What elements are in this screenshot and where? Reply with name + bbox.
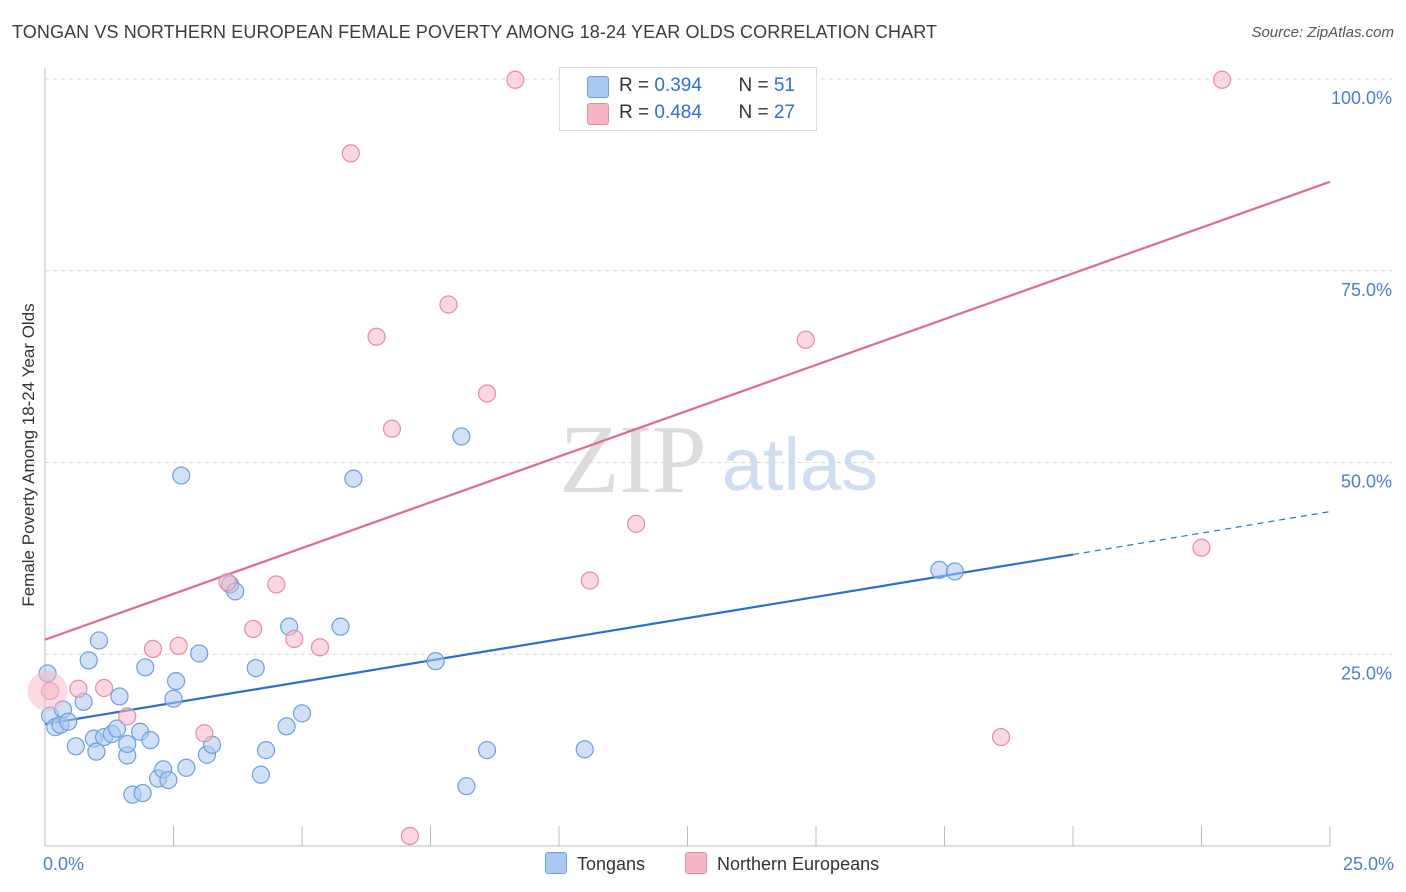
tongan-point xyxy=(136,658,155,677)
x-tick-label: 0.0% xyxy=(43,854,84,874)
tongan-point xyxy=(452,427,471,446)
chart-title: TONGAN VS NORTHERN EUROPEAN FEMALE POVER… xyxy=(12,22,938,42)
northern-european-point xyxy=(580,571,599,590)
tongan-point xyxy=(190,644,209,663)
northern-european-point xyxy=(95,678,114,698)
northern-european-point xyxy=(143,639,163,658)
northern-european-point xyxy=(1212,70,1232,89)
northern-european-point xyxy=(341,144,360,163)
tongan-point xyxy=(344,469,363,488)
northern-european-point xyxy=(626,514,646,533)
northern-european-point xyxy=(69,679,88,698)
tongan-point xyxy=(251,765,270,784)
tongan-point xyxy=(133,783,152,803)
source-label: Source: ZipAtlas.com xyxy=(1251,24,1394,41)
bottom-legend-label-northern-europeans: Northern Europeans xyxy=(717,854,880,874)
tongan-point xyxy=(457,777,476,796)
northern-european-point xyxy=(1192,538,1211,557)
northern-european-point xyxy=(218,573,237,592)
northern-european-point xyxy=(285,629,304,649)
tongan-point xyxy=(66,737,85,756)
bottom-legend-label-tongans: Tongans xyxy=(577,854,646,874)
watermark: ZIP atlas xyxy=(560,406,879,514)
tongan-point xyxy=(110,687,129,706)
legend-r-label: R = xyxy=(619,102,655,123)
tongan-point xyxy=(930,560,949,579)
tongan-point xyxy=(166,671,186,691)
tongan-point xyxy=(292,704,312,723)
tongan-point xyxy=(945,562,964,581)
northern-european-point xyxy=(991,727,1011,747)
legend-r-value: 0.394 xyxy=(654,75,702,96)
tongan-point xyxy=(277,717,296,736)
northern-european-point xyxy=(310,638,330,657)
northern-european-point-large xyxy=(27,671,68,712)
axes xyxy=(44,68,1331,847)
tongan-point xyxy=(256,741,276,760)
y-axis-title: Female Poverty Among 18-24 Year Olds xyxy=(19,303,38,607)
stats-legend: R = 0.394 N = 51 R = 0.484 N = 27 xyxy=(559,67,817,131)
legend-n-label: N = xyxy=(738,102,774,123)
northern-european-point xyxy=(367,327,386,346)
tongan-point xyxy=(575,740,594,759)
northern-european-point xyxy=(195,724,214,743)
legend-r-label: R = xyxy=(619,75,655,96)
tongan-point xyxy=(477,741,497,760)
legend-n-label: N = xyxy=(738,75,774,96)
northern-european-point xyxy=(244,619,263,639)
northern-european-point xyxy=(477,384,497,403)
tongan-point xyxy=(79,651,98,670)
northern-european-point xyxy=(118,707,137,726)
x-tick-label: 25.0% xyxy=(1343,854,1394,874)
tongan-point xyxy=(426,652,445,671)
tongan-point xyxy=(246,658,265,678)
northern-european-point xyxy=(267,575,286,594)
tongan-point xyxy=(141,731,160,750)
y-tick-label: 50.0% xyxy=(1341,472,1392,492)
tongan-point xyxy=(89,631,109,650)
tongan-point xyxy=(59,712,78,731)
tongan-point xyxy=(177,758,196,777)
grid-lines xyxy=(45,78,1392,655)
tongan-point xyxy=(118,734,137,754)
legend-n-value: 51 xyxy=(773,75,795,96)
northern-european-point xyxy=(169,636,188,655)
legend-swatch-tongans xyxy=(587,76,609,98)
legend-swatch-northern-europeans xyxy=(587,103,609,125)
northern-european-point xyxy=(400,826,420,846)
y-tick-label: 75.0% xyxy=(1341,280,1392,300)
tongan-trend-line xyxy=(44,553,1074,726)
y-tick-label: 25.0% xyxy=(1341,663,1392,683)
y-tick-label: 100.0% xyxy=(1331,88,1392,108)
northern-european-trend-line xyxy=(44,180,1331,641)
northern-european-point xyxy=(382,419,402,438)
data-points xyxy=(27,70,1232,846)
watermark-zip: ZIP xyxy=(560,406,707,514)
tick-labels: 25.0% 50.0% 75.0% 100.0% 0.0% 25.0% xyxy=(43,88,1394,874)
tongan-point xyxy=(172,466,191,485)
bottom-legend-northern-europeans: Northern Europeans xyxy=(685,852,879,875)
tongan-point xyxy=(331,617,350,636)
northern-european-point xyxy=(506,70,525,89)
trend-lines xyxy=(44,180,1331,726)
bottom-legend-swatch-northern-europeans xyxy=(685,852,707,874)
tongan-point xyxy=(107,719,127,738)
bottom-legend-swatch-tongans xyxy=(545,852,567,874)
tongan-point xyxy=(164,689,183,708)
bottom-legend-tongans: Tongans xyxy=(545,852,645,875)
watermark-atlas: atlas xyxy=(722,423,878,506)
legend-n-value: 27 xyxy=(773,102,795,123)
northern-european-point xyxy=(796,330,815,349)
tongan-point xyxy=(87,742,106,761)
northern-european-point xyxy=(439,295,458,314)
legend-r-value: 0.484 xyxy=(654,102,702,123)
tongan-point xyxy=(159,770,178,790)
